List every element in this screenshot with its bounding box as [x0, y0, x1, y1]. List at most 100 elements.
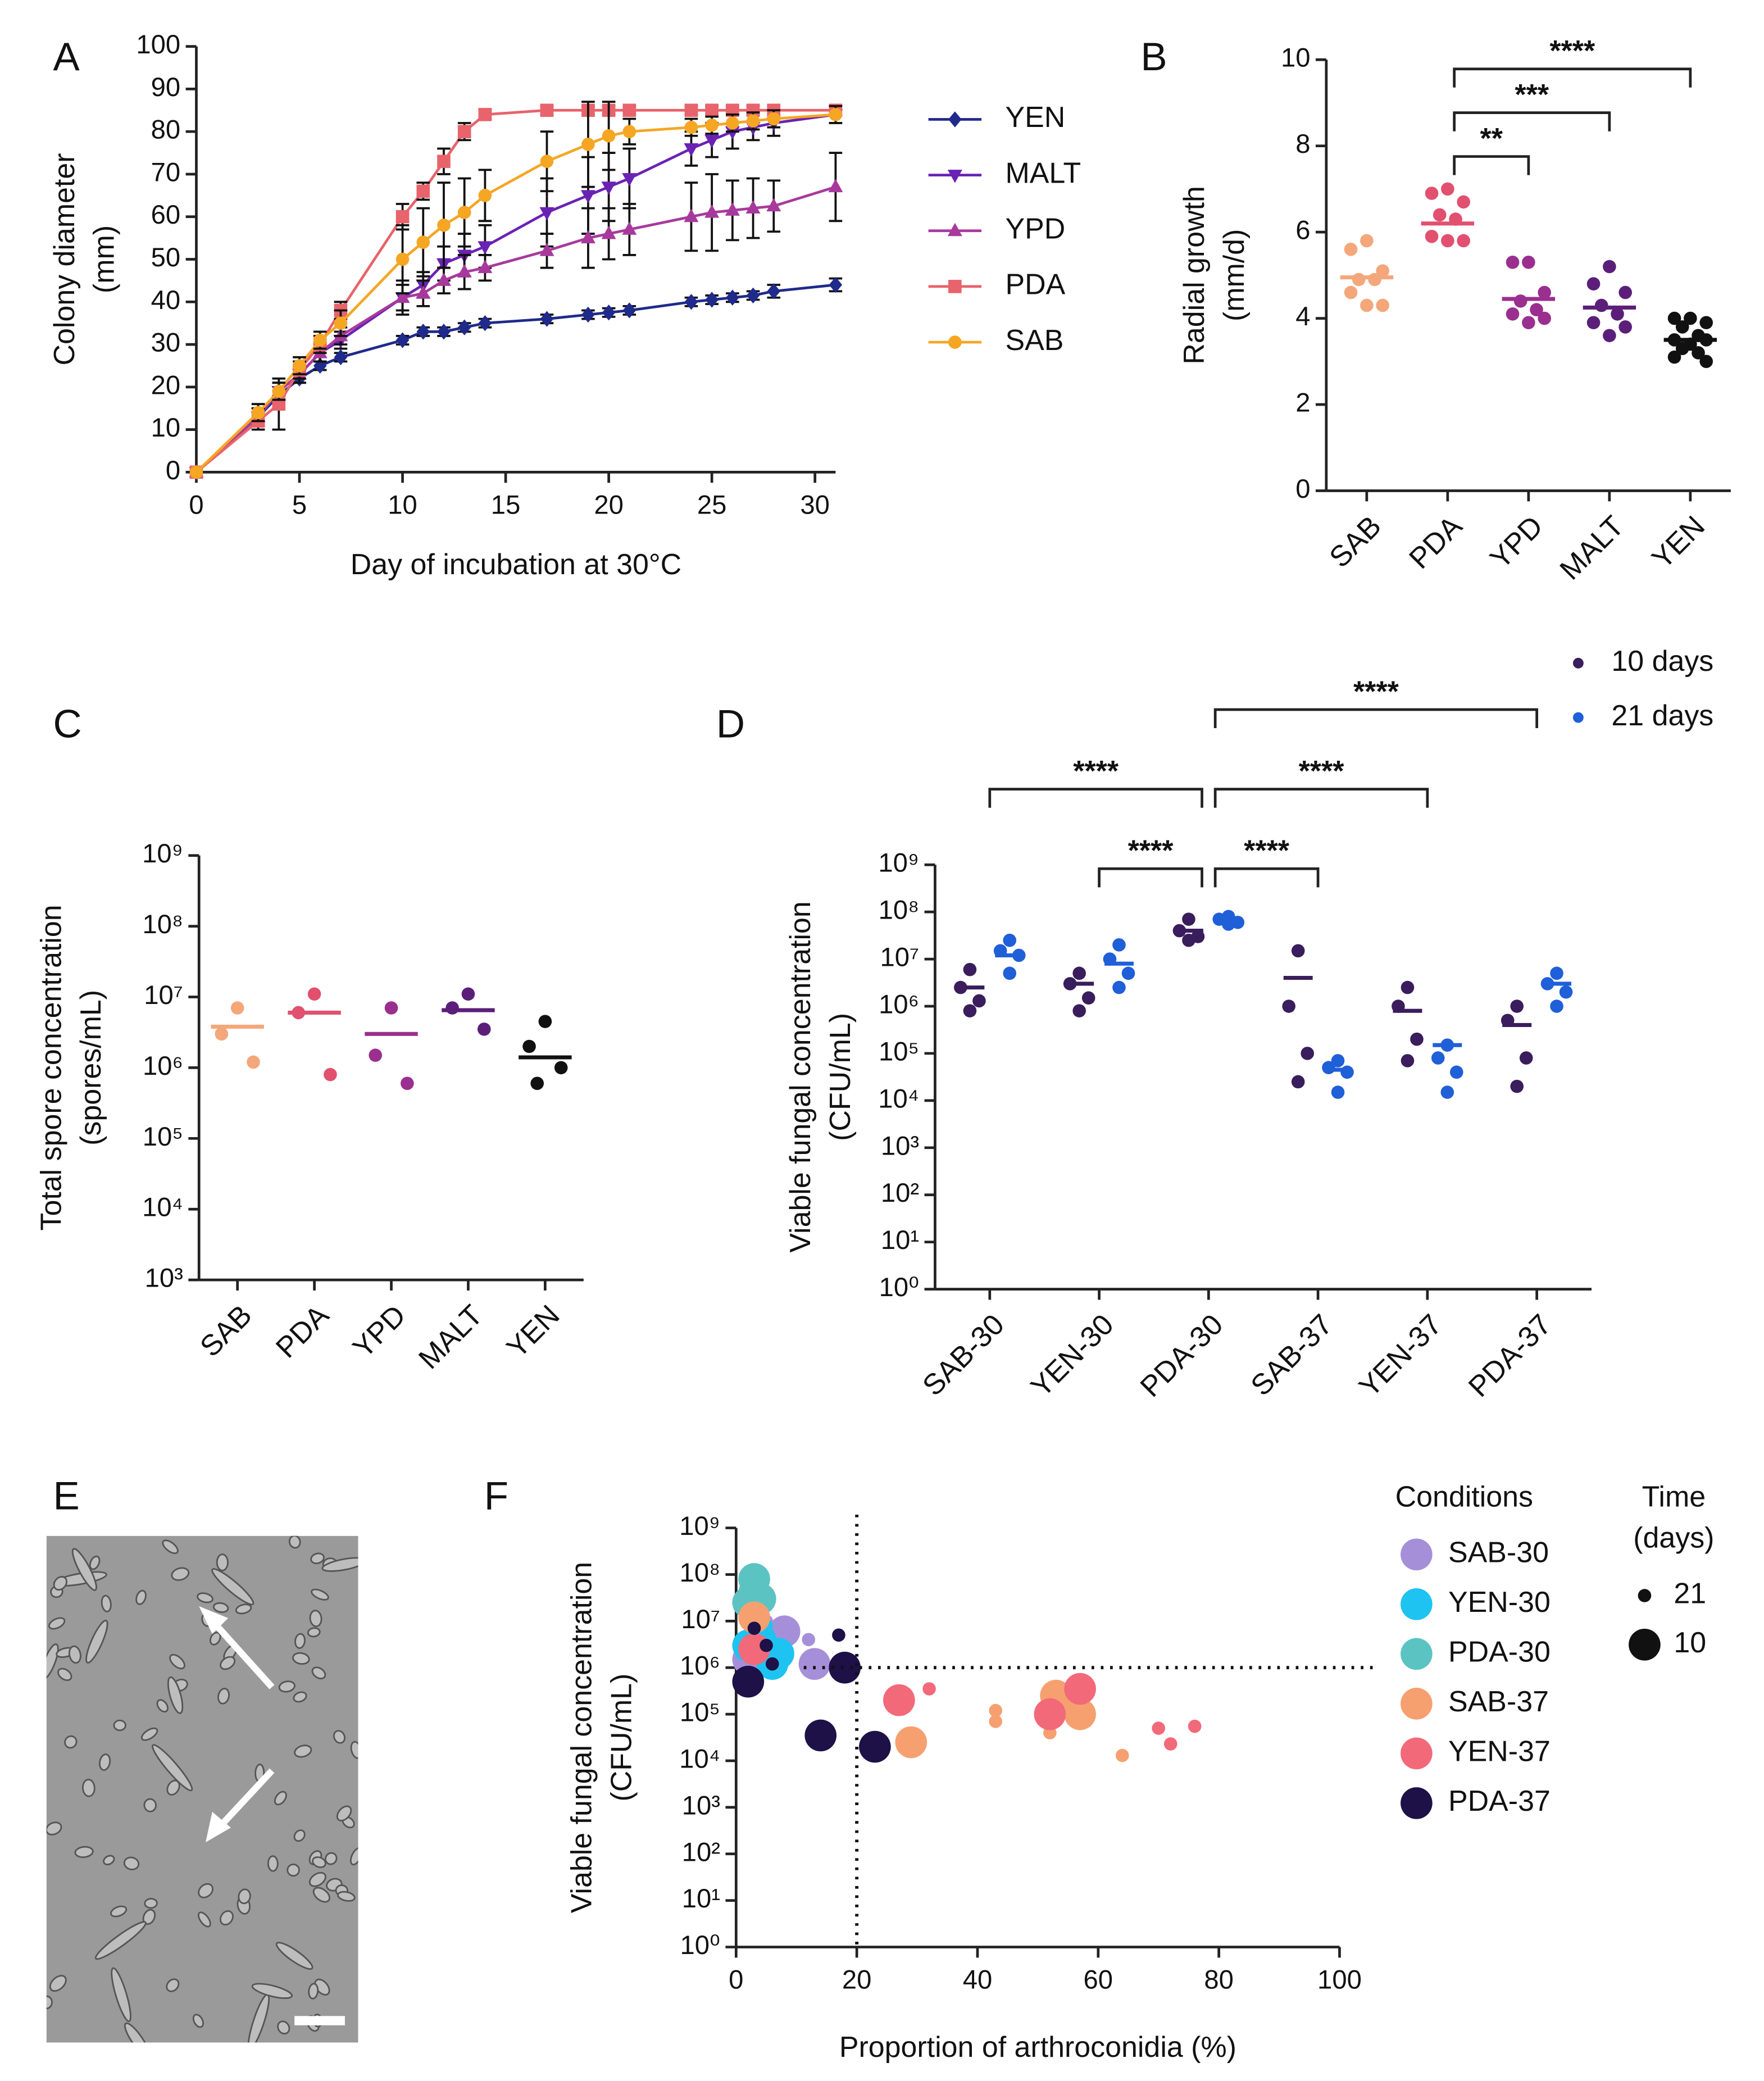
y-tick-label: 90	[151, 72, 181, 102]
cell	[85, 1620, 108, 1664]
cell	[98, 1753, 111, 1771]
legend-marker	[1401, 1787, 1433, 1819]
data-point	[601, 181, 616, 195]
y-tick-label: 10⁹	[142, 839, 183, 869]
significance-label: ****	[1073, 755, 1119, 788]
data-point	[1506, 256, 1520, 269]
cell	[251, 1983, 293, 2000]
arrow	[216, 1768, 275, 1830]
cell	[124, 2022, 150, 2043]
data-point	[1506, 307, 1520, 321]
data-point	[416, 235, 430, 249]
data-point	[437, 219, 451, 232]
data-point	[1115, 1748, 1129, 1762]
arrow	[210, 1618, 275, 1689]
size-legend-title: Time	[1642, 1480, 1706, 1513]
x-tick-label: 40	[963, 1965, 993, 1994]
legend-label: YEN-30	[1448, 1586, 1551, 1619]
y-tick-label: 10⁴	[679, 1744, 720, 1774]
panel-label: E	[53, 1474, 80, 1518]
data-point	[334, 349, 348, 365]
data-point	[1401, 980, 1415, 994]
data-point	[457, 264, 472, 278]
legend-label: PDA-37	[1448, 1785, 1551, 1818]
data-point	[478, 108, 492, 121]
data-point	[746, 103, 760, 117]
data-point	[602, 305, 616, 321]
data-point	[540, 311, 554, 327]
significance-bracket	[1213, 708, 1538, 729]
cell	[166, 1978, 180, 1992]
data-point	[989, 1715, 1003, 1728]
y-tick-label: 10²	[881, 1178, 919, 1208]
y-axis-label: (mm)	[88, 225, 121, 293]
data-point	[1559, 985, 1573, 999]
y-tick-label: 100	[136, 30, 180, 60]
cell	[235, 1603, 252, 1615]
data-point	[601, 225, 616, 239]
cell	[287, 1864, 300, 1877]
data-point	[802, 1633, 816, 1647]
data-point	[478, 241, 493, 255]
data-point	[230, 1001, 244, 1015]
data-point	[895, 1726, 928, 1759]
y-tick-label: 50	[151, 243, 181, 272]
data-point	[1594, 298, 1608, 312]
data-point	[272, 384, 286, 398]
x-tick-label: 15	[491, 490, 521, 520]
data-point	[416, 324, 430, 340]
cell	[321, 1557, 358, 1572]
data-point	[478, 189, 492, 202]
significance-label: ****	[1299, 755, 1345, 788]
data-point	[395, 289, 410, 303]
y-tick-label: 10¹	[682, 1884, 720, 1914]
data-point	[554, 1061, 568, 1075]
y-tick-label: 40	[151, 285, 181, 315]
significance-label: ****	[1128, 835, 1174, 867]
cell	[156, 1699, 169, 1713]
size-legend-title: (days)	[1633, 1522, 1714, 1555]
data-point	[1603, 329, 1616, 343]
data-point	[989, 1703, 1003, 1717]
significance-bracket	[988, 788, 1203, 808]
y-tick-label: 10⁸	[879, 896, 919, 925]
y-tick-label: 10⁸	[142, 910, 183, 939]
cell	[312, 1856, 326, 1869]
legend-marker	[1401, 1588, 1433, 1620]
cell	[278, 1680, 295, 1693]
data-point	[1112, 938, 1126, 952]
data-point	[334, 316, 348, 330]
cell	[74, 1846, 94, 1859]
cell	[325, 1852, 338, 1865]
legend-label: MALT	[1006, 157, 1081, 189]
data-point	[725, 126, 740, 140]
data-point	[859, 1730, 891, 1763]
data-point	[395, 210, 410, 224]
significance-bracket	[1213, 867, 1320, 888]
data-point	[437, 324, 451, 340]
size-legend-marker	[1638, 1589, 1652, 1602]
data-point	[1667, 350, 1681, 364]
y-tick-label: 10	[151, 413, 181, 443]
cell	[198, 1883, 213, 1898]
cell	[53, 1576, 68, 1591]
data-point	[1112, 980, 1126, 994]
legend-marker	[1401, 1737, 1433, 1770]
panel-label: C	[53, 702, 82, 746]
data-point	[581, 306, 595, 323]
y-tick-label: 10⁴	[142, 1193, 183, 1223]
data-point	[477, 1023, 491, 1036]
y-tick-label: 10⁵	[680, 1698, 720, 1728]
cell	[307, 1627, 321, 1638]
arrowhead	[206, 1811, 231, 1843]
cell	[57, 1667, 72, 1682]
data-point	[1291, 1075, 1305, 1089]
cell	[48, 1617, 66, 1630]
data-point	[1344, 243, 1358, 256]
significance-label: ****	[1549, 35, 1595, 67]
legend-label: SAB-30	[1448, 1537, 1549, 1569]
data-point	[1684, 311, 1697, 325]
data-point	[1457, 234, 1470, 248]
x-tick-label: 25	[697, 490, 727, 520]
